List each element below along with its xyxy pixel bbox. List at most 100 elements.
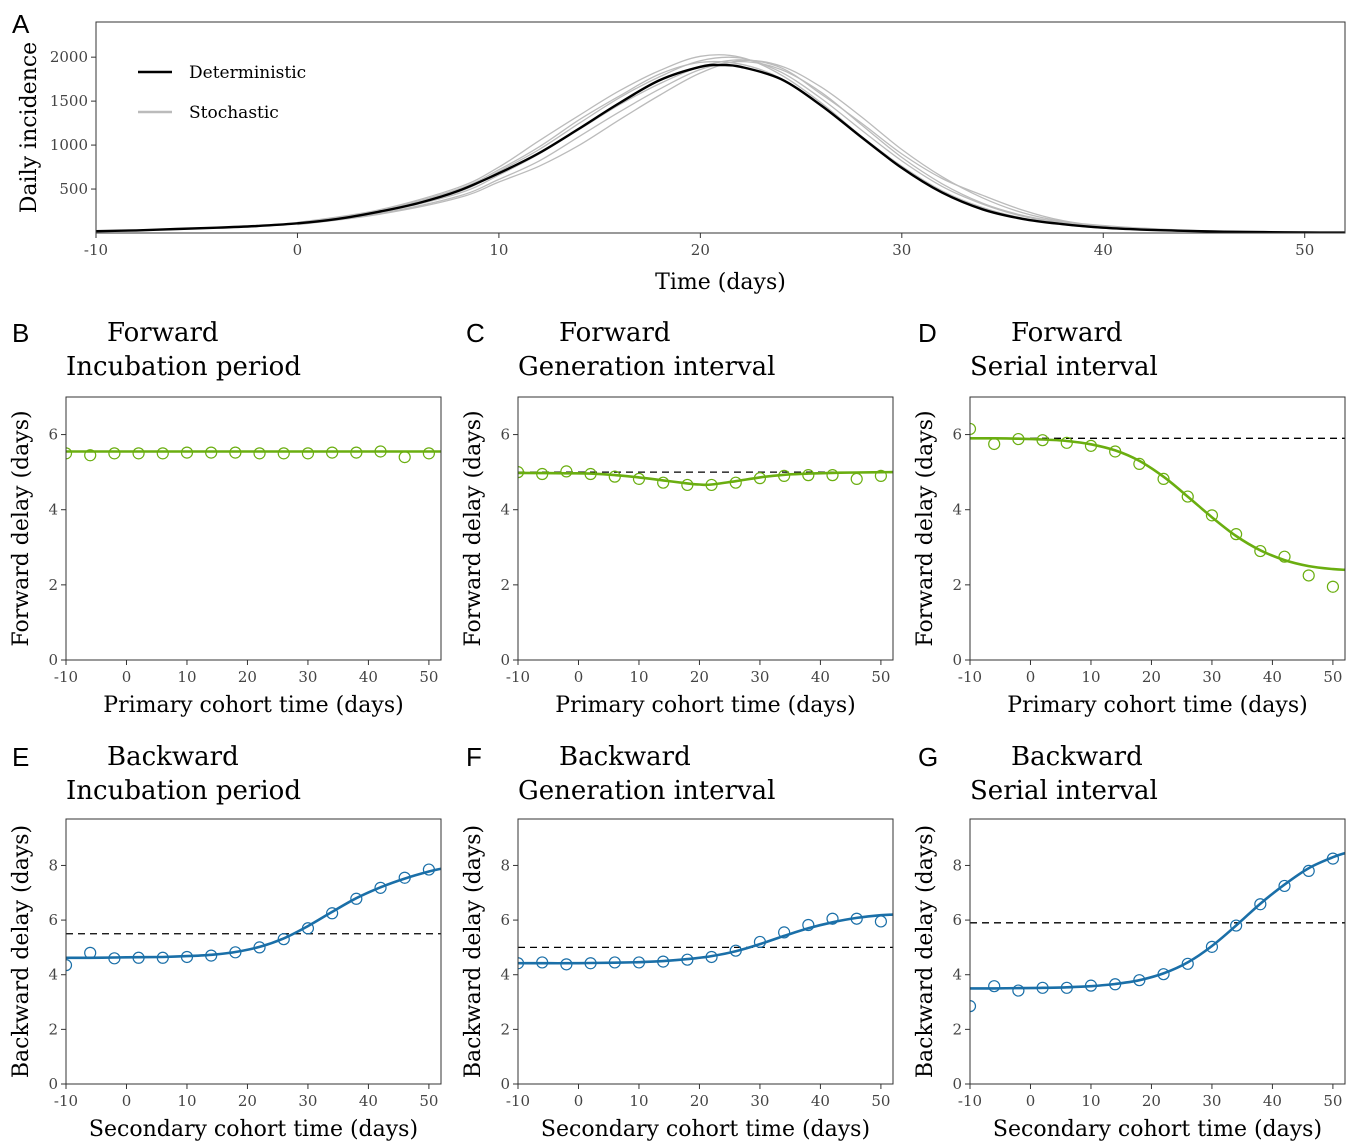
- data-point: [277, 447, 290, 460]
- plot-area: [518, 465, 893, 492]
- x-tick-label: 50: [871, 1092, 890, 1110]
- data-point: [729, 476, 742, 489]
- x-tick-label: 40: [1094, 241, 1113, 259]
- data-point: [132, 951, 145, 964]
- x-tick-label: 0: [1026, 668, 1036, 686]
- x-tick-label: 10: [629, 1092, 648, 1110]
- data-point: [705, 478, 718, 492]
- stochastic-line: [297, 59, 1345, 233]
- y-tick-label: 4: [48, 501, 58, 519]
- data-point: [850, 912, 863, 925]
- x-tick-label: 50: [871, 668, 890, 686]
- stochastic-line: [297, 54, 1345, 233]
- y-tick-label: 4: [500, 501, 510, 519]
- y-tick-label: 2: [48, 1020, 58, 1038]
- data-point: [205, 446, 218, 459]
- y-tick-label: 0: [48, 651, 58, 669]
- data-point: [205, 949, 218, 962]
- y-tick-label: 500: [59, 180, 88, 198]
- data-point: [180, 950, 194, 964]
- fitted-curve: [518, 470, 893, 487]
- y-axis-label: Backward delay (days): [913, 825, 938, 1078]
- data-point: [874, 915, 888, 928]
- data-point: [374, 445, 387, 458]
- x-axis-label: Secondary cohort time (days): [89, 1117, 418, 1142]
- data-point: [681, 478, 694, 492]
- data-point: [681, 953, 694, 966]
- data-point: [608, 470, 621, 483]
- data-point: [560, 465, 573, 478]
- y-tick-label: 8: [500, 856, 510, 874]
- data-point: [301, 447, 315, 460]
- panel-title-bottom: Incubation period: [66, 776, 301, 806]
- y-tick-label: 4: [48, 966, 58, 984]
- data-point: [1012, 984, 1025, 997]
- x-tick-label: -10: [54, 1092, 78, 1110]
- fitted-curve: [970, 851, 1345, 990]
- fitted-curve: [970, 436, 1345, 572]
- data-point: [66, 447, 73, 460]
- x-tick-label: 40: [359, 668, 378, 686]
- legend: Deterministic Stochastic: [138, 63, 306, 123]
- data-point: [584, 957, 597, 970]
- data-point: [1278, 879, 1291, 893]
- stochastic-line: [297, 59, 1345, 233]
- y-tick-label: 2: [500, 1020, 510, 1038]
- data-point: [608, 956, 621, 969]
- panel-letter: E: [12, 742, 29, 772]
- x-tick-label: 20: [690, 1092, 709, 1110]
- x-tick-label: 0: [122, 668, 132, 686]
- panel-title-bottom: Serial interval: [970, 776, 1158, 806]
- data-point: [1109, 978, 1122, 991]
- y-tick-label: 4: [952, 501, 962, 519]
- data-point: [1326, 852, 1340, 865]
- x-tick-label: 30: [1202, 1092, 1221, 1110]
- deterministic-line: [96, 63, 1345, 233]
- data-point: [229, 946, 242, 959]
- data-point: [422, 863, 436, 876]
- x-tick-label: 10: [629, 668, 648, 686]
- data-point: [1326, 580, 1340, 593]
- x-tick-label: 10: [1081, 1092, 1100, 1110]
- x-tick-label: 20: [691, 241, 710, 259]
- x-tick-label: -10: [84, 241, 108, 259]
- plot-frame: [969, 818, 1346, 1085]
- x-tick-label: 10: [1081, 668, 1100, 686]
- data-point: [108, 447, 121, 460]
- data-point: [1084, 439, 1098, 452]
- x-axis-label: Primary cohort time (days): [555, 693, 855, 718]
- panel-title-bottom: Incubation period: [66, 352, 301, 382]
- stochastic-line: [297, 56, 1345, 233]
- panel-title-top: Backward: [107, 742, 239, 772]
- x-tick-label: 30: [298, 668, 317, 686]
- data-point: [874, 469, 888, 482]
- panel-title-top: Forward: [559, 318, 671, 348]
- data-point: [1109, 445, 1122, 458]
- x-tick-label: 0: [574, 668, 584, 686]
- legend-label: Stochastic: [189, 103, 279, 123]
- data-point: [778, 469, 791, 482]
- x-axis-label: Secondary cohort time (days): [541, 1117, 870, 1142]
- data-point: [632, 472, 646, 486]
- y-tick-label: 6: [952, 426, 962, 444]
- data-point: [1012, 432, 1025, 446]
- y-tick-label: 6: [48, 911, 58, 929]
- data-point: [536, 956, 549, 969]
- plot-area: [96, 54, 1345, 233]
- data-point: [1133, 457, 1146, 470]
- data-point: [1278, 550, 1291, 563]
- x-axis-label: Primary cohort time (days): [103, 693, 403, 718]
- x-tick-label: 30: [750, 1092, 769, 1110]
- data-point: [970, 422, 977, 436]
- data-point: [536, 467, 549, 481]
- data-point: [398, 871, 411, 884]
- x-tick-label: 30: [1202, 668, 1221, 686]
- x-tick-label: -10: [958, 1092, 982, 1110]
- data-point: [1036, 434, 1049, 447]
- x-tick-label: 10: [489, 241, 508, 259]
- data-point: [988, 437, 1001, 451]
